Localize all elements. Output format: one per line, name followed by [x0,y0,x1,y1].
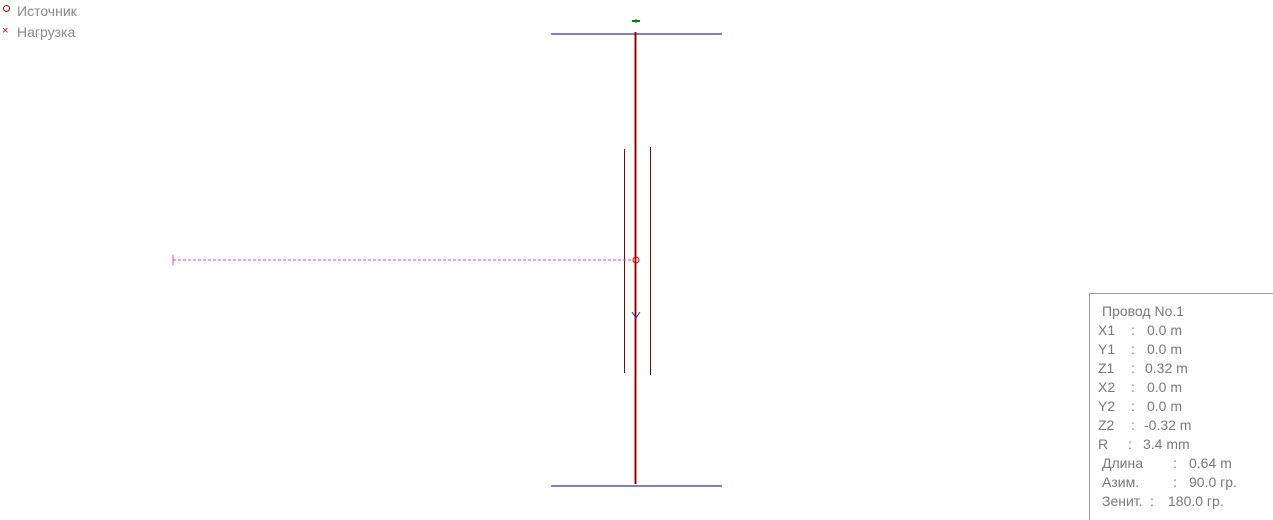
legend-label-load: Нагрузка [17,24,76,40]
info-key-z2: Z2 [1098,417,1115,433]
source-circle-icon [2,1,14,22]
wire-info-panel: Провод No.1 X1 : 0.0 m Y1 : 0.0 m Z1 : 0… [1089,293,1273,520]
direction-chevron-icon [631,311,641,319]
info-value-z1: 0.32 m [1145,360,1188,376]
info-sep-x2: : [1131,379,1135,395]
legend-label-source: Источник [17,3,77,19]
info-key-y1: Y1 [1098,341,1116,357]
info-key-y2: Y2 [1098,398,1116,414]
info-value-z2: -0.32 m [1144,417,1192,433]
load-cross-icon: × [2,25,9,37]
info-key-x1: X1 [1098,322,1116,338]
info-value-r: 3.4 mm [1143,436,1190,452]
info-title: Провод No.1 [1102,303,1185,319]
info-value-zenith: 180.0 гр. [1168,493,1224,509]
legend-item-source: Источник [2,1,77,22]
info-value-length: 0.64 m [1189,455,1232,471]
info-sep-zenith: : [1150,493,1154,509]
legend: Источник × Нагрузка [2,1,77,43]
info-key-r: R [1098,436,1109,452]
info-value-x2: 0.0 m [1147,379,1183,395]
info-sep-r: : [1128,436,1132,452]
info-sep-z2: : [1131,417,1135,433]
info-value-y1: 0.0 m [1147,341,1183,357]
top-marker-icon [632,19,640,23]
info-key-z1: Z1 [1098,360,1115,376]
info-sep-x1: : [1131,322,1135,338]
info-sep-length: : [1173,455,1177,471]
info-sep-z1: : [1131,360,1135,376]
info-key-zenith: Зенит. [1102,493,1143,509]
legend-item-load: × Нагрузка [2,22,77,43]
info-value-azimuth: 90.0 гр. [1189,474,1237,490]
info-key-length: Длина [1102,455,1143,471]
info-key-x2: X2 [1098,379,1116,395]
info-value-x1: 0.0 m [1147,322,1183,338]
info-sep-y2: : [1131,398,1135,414]
info-sep-azimuth: : [1173,474,1177,490]
info-key-azimuth: Азим. [1102,474,1140,490]
info-sep-y1: : [1131,341,1135,357]
info-value-y2: 0.0 m [1147,398,1183,414]
source-marker-icon[interactable] [632,256,640,264]
